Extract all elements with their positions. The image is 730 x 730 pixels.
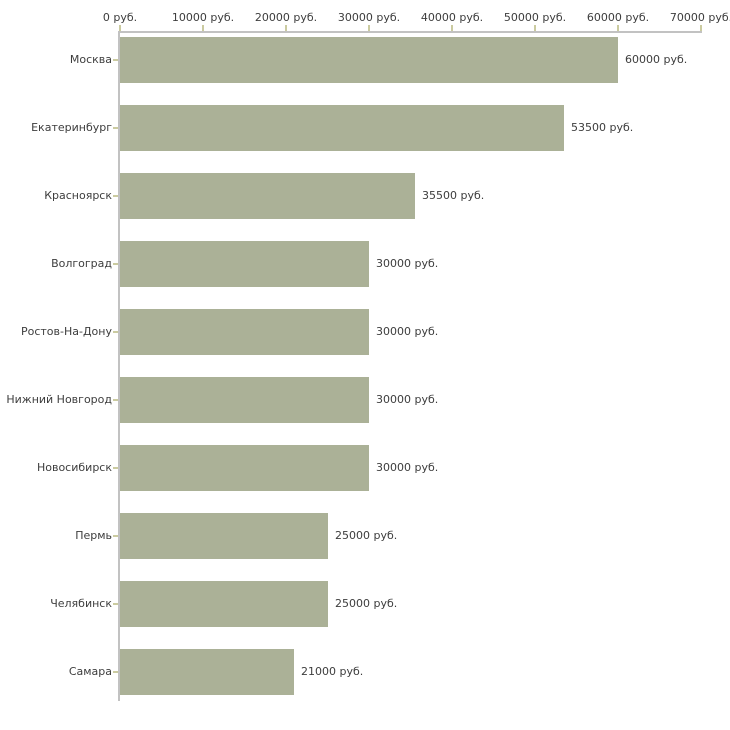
y-axis-label: Челябинск: [50, 597, 112, 610]
x-axis-tick-label: 40000 руб.: [420, 11, 484, 24]
y-axis-tick-mark: [113, 535, 118, 537]
bar-6: [120, 445, 369, 491]
y-axis-tick-mark: [113, 263, 118, 265]
bar-2: [120, 173, 415, 219]
x-axis-tick-mark: [368, 25, 370, 31]
y-axis-tick-mark: [113, 59, 118, 61]
y-axis-label: Новосибирск: [36, 461, 112, 474]
y-axis-line: [118, 31, 120, 701]
bar-value-label: 21000 руб.: [301, 665, 364, 678]
y-axis-label: Пермь: [75, 529, 112, 542]
x-axis-tick-mark: [202, 25, 204, 31]
y-axis-tick-mark: [113, 603, 118, 605]
x-axis-line: [118, 31, 702, 33]
bar-9: [120, 649, 294, 695]
x-axis-tick-mark: [285, 25, 287, 31]
y-axis-label: Ростов-На-Дону: [20, 325, 112, 338]
bar-value-label: 30000 руб.: [376, 393, 439, 406]
x-axis-tick-label: 70000 руб.: [669, 11, 730, 24]
x-axis-tick-mark: [534, 25, 536, 31]
y-axis-tick-mark: [113, 331, 118, 333]
bar-4: [120, 309, 369, 355]
x-axis-tick-label: 20000 руб.: [254, 11, 318, 24]
bar-8: [120, 581, 328, 627]
y-axis-tick-mark: [113, 671, 118, 673]
bar-value-label: 60000 руб.: [625, 53, 688, 66]
bar-value-label: 35500 руб.: [422, 189, 485, 202]
y-axis-tick-mark: [113, 195, 118, 197]
bar-3: [120, 241, 369, 287]
y-axis-label: Москва: [69, 53, 112, 66]
y-axis-label: Самара: [68, 665, 112, 678]
x-axis-tick-label: 50000 руб.: [503, 11, 567, 24]
bar-value-label: 30000 руб.: [376, 257, 439, 270]
x-axis-tick-label: 0 руб.: [102, 11, 138, 24]
x-axis-tick-label: 30000 руб.: [337, 11, 401, 24]
x-axis-tick-mark: [119, 25, 121, 31]
bar-5: [120, 377, 369, 423]
y-axis-label: Красноярск: [44, 189, 112, 202]
bar-0: [120, 37, 618, 83]
bar-value-label: 30000 руб.: [376, 325, 439, 338]
y-axis-tick-mark: [113, 399, 118, 401]
x-axis-tick-label: 10000 руб.: [171, 11, 235, 24]
bar-value-label: 30000 руб.: [376, 461, 439, 474]
bar-7: [120, 513, 328, 559]
bar-value-label: 53500 руб.: [571, 121, 634, 134]
y-axis-label: Нижний Новгород: [6, 393, 112, 406]
bar-1: [120, 105, 564, 151]
y-axis-tick-mark: [113, 467, 118, 469]
x-axis-tick-mark: [617, 25, 619, 31]
x-axis-tick-mark: [451, 25, 453, 31]
bar-value-label: 25000 руб.: [335, 597, 398, 610]
bar-value-label: 25000 руб.: [335, 529, 398, 542]
y-axis-label: Екатеринбург: [31, 121, 112, 134]
y-axis-tick-mark: [113, 127, 118, 129]
x-axis-tick-mark: [700, 25, 702, 31]
y-axis-label: Волгоград: [51, 257, 112, 270]
x-axis-tick-label: 60000 руб.: [586, 11, 650, 24]
